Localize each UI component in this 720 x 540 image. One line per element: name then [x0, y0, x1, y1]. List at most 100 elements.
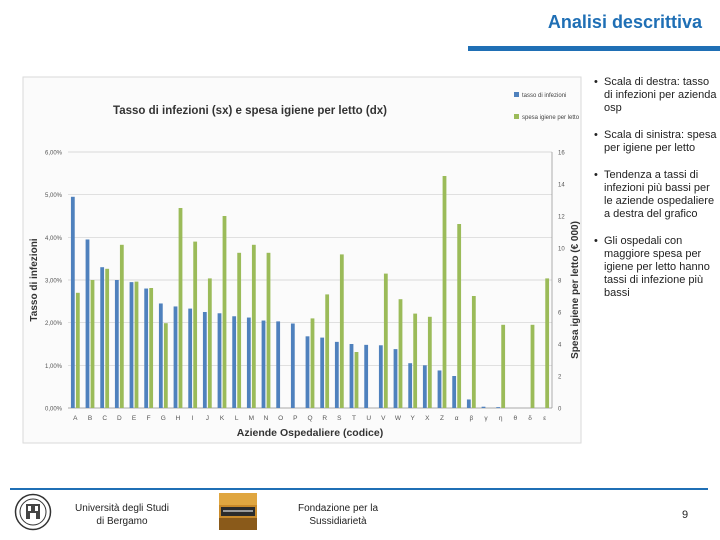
bar-hygiene-spending — [442, 176, 447, 408]
bar-hygiene-spending — [530, 324, 535, 408]
x-tick-label: W — [395, 415, 402, 422]
bar-infection-rate — [334, 341, 339, 408]
bar-hygiene-spending — [501, 324, 506, 408]
y-tick-label-right: 6 — [558, 311, 562, 317]
y-tick-label-left: 6,00% — [45, 151, 63, 157]
bar-hygiene-spending — [178, 208, 183, 408]
y-tick-label-left: 0,00% — [45, 407, 63, 413]
bar-infection-rate — [466, 399, 471, 408]
x-tick-label: P — [293, 415, 297, 422]
bullet-list: • Scala di destra: tasso di infezioni per… — [592, 76, 718, 314]
bar-infection-rate — [496, 407, 501, 408]
x-tick-label: U — [366, 415, 371, 422]
bar-infection-rate — [261, 320, 266, 408]
bar-infection-rate — [422, 365, 427, 408]
x-tick-label: R — [322, 415, 327, 422]
x-tick-label: β — [469, 415, 473, 422]
bullet-item: • Scala di sinistra: spesa per igiene per… — [594, 129, 717, 154]
slide-title: Analisi descrittiva — [547, 12, 702, 32]
bar-infection-rate — [364, 344, 369, 408]
x-tick-label: ε — [543, 415, 546, 422]
bar-infection-rate — [158, 303, 163, 408]
university-seal-logo — [14, 493, 52, 531]
bar-infection-rate — [290, 323, 295, 408]
x-axis-label: Aziende Ospedaliere (codice) — [237, 427, 383, 439]
x-tick-label: A — [73, 415, 78, 422]
bar-hygiene-spending — [310, 318, 315, 408]
x-tick-label: N — [264, 415, 269, 422]
x-tick-label: G — [161, 415, 166, 422]
x-tick-label: O — [278, 415, 283, 422]
foundation-name: Fondazione per la Sussidiarietà — [297, 503, 379, 527]
bar-infection-rate — [408, 363, 413, 408]
x-tick-label: J — [206, 415, 209, 422]
y-axis-label-right: Spesa igiene per letto (€ 000) — [570, 221, 581, 359]
y-tick-label-left: 3,00% — [45, 279, 63, 285]
university-name: Università degli Studi di Bergamo — [75, 503, 169, 527]
x-tick-label: E — [132, 415, 137, 422]
y-tick-label-left: 5,00% — [45, 193, 63, 199]
bar-hygiene-spending — [193, 241, 198, 408]
bar-hygiene-spending — [149, 288, 154, 408]
x-tick-label: Y — [410, 415, 415, 422]
bar-infection-rate — [305, 336, 310, 408]
legend-swatch-infection — [514, 92, 519, 97]
y-tick-label-left: 2,00% — [45, 321, 63, 327]
x-tick-label: γ — [484, 415, 488, 422]
x-tick-label: F — [147, 415, 151, 422]
bar-infection-rate — [129, 282, 134, 408]
y-axis-label-left: Tasso di infezioni — [29, 238, 40, 321]
bar-hygiene-spending — [457, 224, 462, 408]
bar-hygiene-spending — [105, 268, 110, 408]
bar-hygiene-spending — [413, 313, 418, 408]
bar-infection-rate — [144, 288, 149, 408]
bar-hygiene-spending — [383, 273, 388, 408]
x-tick-label: Z — [440, 415, 444, 422]
y-tick-label-left: 1,00% — [45, 364, 63, 370]
bar-infection-rate — [232, 316, 237, 408]
bullet-item: • Scala di destra: tasso di infezioni per… — [594, 76, 717, 114]
bar-infection-rate — [276, 321, 281, 408]
bar-infection-rate — [452, 376, 457, 408]
bar-hygiene-spending — [325, 294, 330, 408]
x-tick-label: X — [425, 415, 430, 422]
y-tick-label-left: 4,00% — [45, 236, 63, 242]
page-number: 9 — [682, 509, 689, 521]
bar-hygiene-spending — [119, 244, 124, 408]
bar-infection-rate — [481, 406, 486, 408]
bar-hygiene-spending — [471, 296, 476, 408]
bar-infection-rate — [173, 306, 178, 408]
bar-infection-rate — [70, 196, 75, 408]
y-tick-label-right: 4 — [558, 343, 562, 349]
bar-hygiene-spending — [251, 244, 256, 408]
bar-infection-rate — [378, 345, 383, 408]
bar-infection-rate — [393, 349, 398, 408]
bar-infection-rate — [349, 344, 354, 408]
chart: Tasso di infezioni (sx) e spesa igiene p… — [22, 76, 582, 444]
legend-label-infection: tasso di infezioni — [522, 93, 566, 99]
bar-hygiene-spending — [266, 252, 271, 408]
x-tick-label: C — [102, 415, 107, 422]
bar-hygiene-spending — [427, 316, 432, 408]
bar-hygiene-spending — [354, 352, 359, 408]
x-tick-label: V — [381, 415, 386, 422]
y-tick-label-right: 8 — [558, 279, 562, 285]
bar-infection-rate — [217, 313, 222, 408]
footer-divider — [10, 488, 708, 490]
bar-infection-rate — [85, 239, 90, 408]
x-tick-label: S — [337, 415, 342, 422]
bar-infection-rate — [188, 308, 193, 408]
bar-infection-rate — [114, 280, 119, 408]
x-tick-label: H — [176, 415, 181, 422]
x-tick-label: M — [249, 415, 254, 422]
bar-infection-rate — [202, 312, 207, 408]
bullet-item: • Gli ospedali con maggiore spesa per igi… — [594, 235, 710, 299]
bar-hygiene-spending — [207, 278, 212, 408]
x-tick-label: K — [220, 415, 225, 422]
bullet-item: • Tendenza a tassi di infezioni più bassi… — [594, 169, 715, 220]
y-tick-label-right: 12 — [558, 215, 565, 221]
chart-title: Tasso di infezioni (sx) e spesa igiene p… — [113, 105, 387, 117]
x-tick-label: B — [88, 415, 92, 422]
bar-hygiene-spending — [398, 299, 403, 408]
x-tick-label: η — [499, 415, 503, 422]
